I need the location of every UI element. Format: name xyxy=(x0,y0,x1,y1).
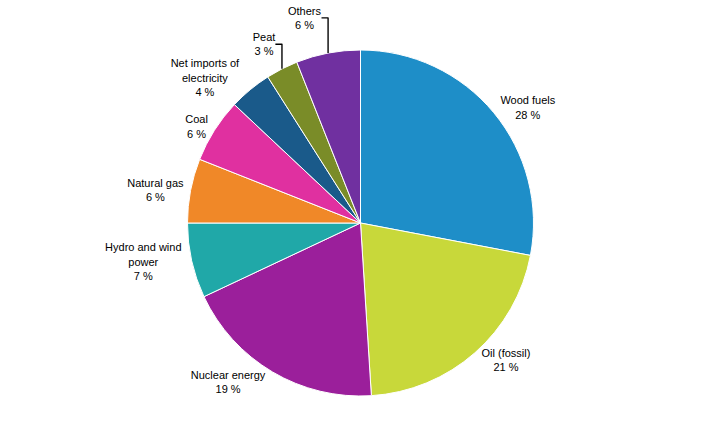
svg-text:Peat3 %: Peat3 % xyxy=(253,31,276,57)
svg-text:Nuclear energy19 %: Nuclear energy19 % xyxy=(191,369,266,395)
svg-text:Net imports ofelectricity4 %: Net imports ofelectricity4 % xyxy=(171,57,240,98)
svg-text:Hydro and windpower7 %: Hydro and windpower7 % xyxy=(105,241,181,282)
svg-text:Oil (fossil)21 %: Oil (fossil)21 % xyxy=(481,347,530,373)
svg-text:Natural gas6 %: Natural gas6 % xyxy=(127,177,184,203)
svg-text:Wood fuels28 %: Wood fuels28 % xyxy=(500,94,555,120)
svg-text:Others6 %: Others6 % xyxy=(288,5,322,31)
svg-text:Coal6 %: Coal6 % xyxy=(185,113,208,139)
